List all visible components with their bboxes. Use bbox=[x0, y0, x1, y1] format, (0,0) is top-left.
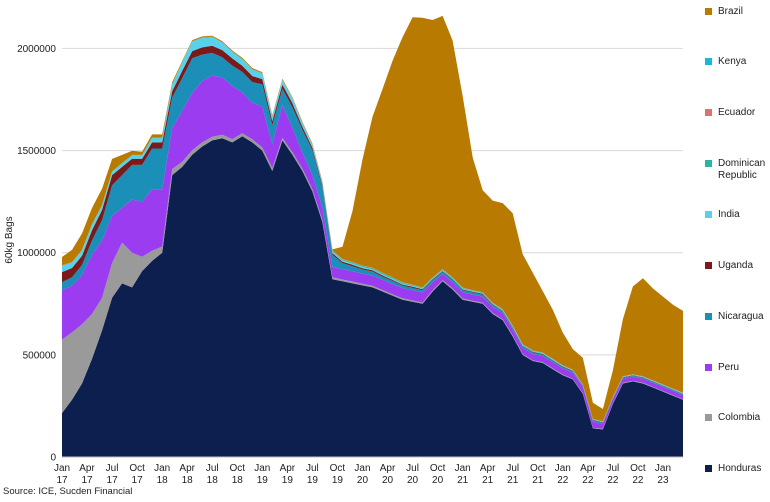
x-tick-label-year: 21 bbox=[482, 475, 494, 486]
legend-label: Uganda bbox=[718, 260, 754, 271]
x-tick-label-month: Jan bbox=[254, 463, 270, 474]
x-tick-label-year: 21 bbox=[532, 475, 544, 486]
source-note: Source: ICE, Sucden Financial bbox=[3, 486, 133, 497]
x-tick-label-year: 20 bbox=[432, 475, 444, 486]
x-tick-label-year: 18 bbox=[182, 475, 194, 486]
area-series-group bbox=[62, 15, 683, 458]
legend-swatch bbox=[705, 109, 712, 116]
x-tick-label-year: 21 bbox=[507, 475, 519, 486]
x-tick-label-year: 17 bbox=[81, 475, 93, 486]
x-tick-label-year: 17 bbox=[132, 475, 144, 486]
x-tick-label-year: 19 bbox=[257, 475, 269, 486]
x-tick-label-month: Jul bbox=[606, 463, 619, 474]
x-tick-label-month: Jul bbox=[506, 463, 519, 474]
y-tick-label: 1000000 bbox=[17, 248, 56, 259]
legend-swatch bbox=[705, 262, 712, 269]
x-tick-label-month: Jul bbox=[306, 463, 319, 474]
x-tick-label-year: 17 bbox=[56, 475, 68, 486]
x-axis-ticks: Jan17Apr17Jul17Oct17Jan18Apr18Jul18Oct18… bbox=[54, 463, 671, 486]
x-tick-label-year: 20 bbox=[357, 475, 369, 486]
x-tick-label-month: Jan bbox=[655, 463, 671, 474]
legend-swatch bbox=[705, 364, 712, 371]
legend-label: Ecuador bbox=[718, 107, 756, 118]
x-tick-label-month: Jul bbox=[206, 463, 219, 474]
legend-label: Dominican Republic bbox=[718, 158, 766, 181]
x-tick-label-year: 20 bbox=[407, 475, 419, 486]
x-tick-label-year: 18 bbox=[207, 475, 219, 486]
x-tick-label-month: Apr bbox=[480, 463, 496, 474]
x-tick-label-month: Jan bbox=[154, 463, 170, 474]
x-tick-label-year: 22 bbox=[557, 475, 569, 486]
y-axis-ticks: 0 500000 1000000 1500000 2000000 bbox=[17, 44, 56, 464]
x-tick-label-month: Jan bbox=[455, 463, 471, 474]
legend-label: Brazil bbox=[718, 6, 744, 17]
x-tick-label-year: 18 bbox=[157, 475, 169, 486]
legend-label: Colombia bbox=[718, 412, 761, 423]
x-tick-label-month: Jul bbox=[106, 463, 119, 474]
x-tick-label-year: 22 bbox=[607, 475, 619, 486]
x-tick-label-month: Apr bbox=[580, 463, 596, 474]
x-tick-label-month: Apr bbox=[380, 463, 396, 474]
x-tick-label-month: Oct bbox=[630, 463, 646, 474]
legend-swatch bbox=[705, 160, 712, 167]
x-tick-label-month: Jul bbox=[406, 463, 419, 474]
x-tick-label-month: Oct bbox=[330, 463, 346, 474]
y-tick-label: 2000000 bbox=[17, 44, 56, 55]
legend-label: India bbox=[718, 209, 740, 220]
y-tick-label: 1500000 bbox=[17, 146, 56, 157]
x-tick-label-month: Oct bbox=[230, 463, 246, 474]
x-tick-label-year: 17 bbox=[107, 475, 119, 486]
legend-label: Peru bbox=[718, 362, 740, 373]
x-tick-label-month: Oct bbox=[430, 463, 446, 474]
x-tick-label-month: Apr bbox=[280, 463, 296, 474]
x-tick-label-month: Apr bbox=[179, 463, 195, 474]
x-tick-label-year: 21 bbox=[457, 475, 469, 486]
x-tick-label-year: 19 bbox=[282, 475, 294, 486]
y-tick-label: 500000 bbox=[23, 350, 57, 361]
x-tick-label-month: Jan bbox=[54, 463, 70, 474]
x-tick-label-year: 19 bbox=[307, 475, 319, 486]
legend-swatch bbox=[705, 465, 712, 472]
legend-swatch bbox=[705, 414, 712, 421]
legend-swatch bbox=[705, 211, 712, 218]
legend-swatch bbox=[705, 58, 712, 65]
area-brazil bbox=[62, 15, 683, 422]
x-tick-label-month: Jan bbox=[354, 463, 370, 474]
x-tick-label-month: Oct bbox=[129, 463, 145, 474]
x-tick-label-year: 18 bbox=[232, 475, 244, 486]
x-tick-label-month: Jan bbox=[555, 463, 571, 474]
area-honduras bbox=[62, 136, 683, 458]
x-tick-label-year: 22 bbox=[632, 475, 644, 486]
legend-swatch bbox=[705, 8, 712, 15]
x-tick-label-year: 20 bbox=[382, 475, 394, 486]
x-tick-label-month: Oct bbox=[530, 463, 546, 474]
y-tick-label: 0 bbox=[50, 453, 56, 464]
x-tick-label-month: Apr bbox=[79, 463, 95, 474]
legend-label: Kenya bbox=[718, 56, 747, 67]
y-axis-title: 60kg Bags bbox=[4, 216, 15, 263]
legend: Brazil Kenya Ecuador Dominican Republic Indi… bbox=[705, 0, 770, 502]
x-tick-label-year: 19 bbox=[332, 475, 344, 486]
legend-label: Nicaragua bbox=[718, 311, 764, 322]
x-tick-label-year: 23 bbox=[657, 475, 669, 486]
x-tick-label-year: 22 bbox=[582, 475, 594, 486]
legend-label: Honduras bbox=[718, 463, 762, 474]
legend-swatch bbox=[705, 313, 712, 320]
